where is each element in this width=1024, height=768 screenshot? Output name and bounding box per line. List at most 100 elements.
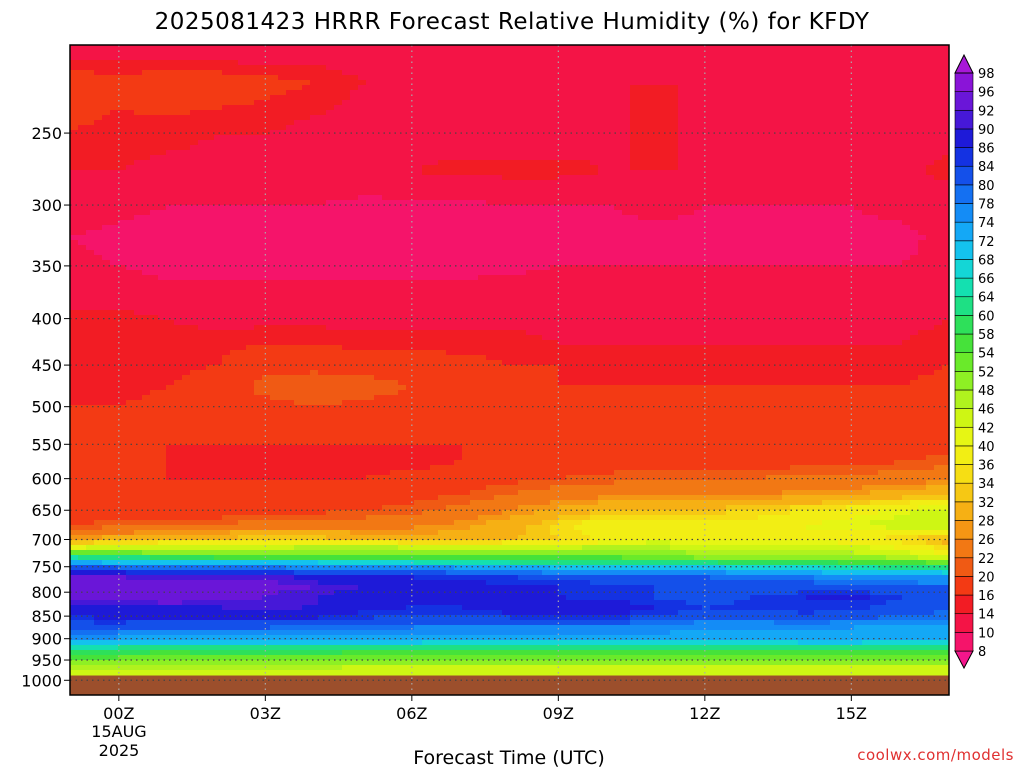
rh-cell [126,200,135,206]
rh-cell [766,120,775,126]
rh-cell [238,220,247,226]
rh-cell [606,85,615,91]
rh-cell [190,85,199,91]
rh-cell [422,265,431,271]
rh-cell [222,80,231,86]
rh-cell [782,170,791,176]
rh-cell [142,180,151,186]
rh-cell [502,235,511,241]
rh-cell [414,45,423,51]
rh-cell [694,265,703,271]
rh-cell [78,45,87,51]
rh-cell [646,55,655,61]
rh-cell [382,265,391,271]
rh-cell [494,185,503,191]
rh-cell [822,135,831,141]
rh-cell [630,150,639,156]
rh-cell [846,125,855,131]
rh-cell [894,110,903,116]
rh-cell [422,205,431,211]
rh-cell [886,245,895,251]
rh-cell [598,75,607,81]
rh-cell [110,245,119,251]
rh-cell [686,210,695,216]
rh-cell [686,170,695,176]
rh-cell [750,190,759,196]
rh-cell [126,190,135,196]
rh-cell [678,145,687,151]
rh-cell [206,205,215,211]
rh-cell [670,150,679,156]
rh-cell [158,265,167,271]
rh-cell [870,145,879,151]
rh-cell [718,245,727,251]
rh-cell [270,95,279,101]
rh-cell [158,125,167,131]
rh-cell [550,60,559,66]
rh-cell [806,140,815,146]
rh-cell [606,60,615,66]
rh-cell [846,65,855,71]
rh-cell [462,50,471,56]
rh-cell [358,85,367,91]
rh-cell [502,185,511,191]
rh-cell [174,170,183,176]
rh-cell [838,75,847,81]
rh-cell [326,50,335,56]
rh-cell [630,195,639,201]
rh-cell [926,145,935,151]
rh-cell [702,80,711,86]
rh-cell [142,190,151,196]
rh-cell [230,200,239,206]
rh-cell [638,230,647,236]
rh-cell [846,175,855,181]
rh-cell [286,75,295,81]
rh-cell [286,70,295,76]
rh-cell [742,160,751,166]
rh-cell [678,205,687,211]
rh-cell [870,75,879,81]
rh-cell [270,105,279,111]
rh-cell [118,190,127,196]
rh-cell [150,215,159,221]
rh-cell [438,145,447,151]
rh-cell [414,120,423,126]
rh-cell [446,145,455,151]
rh-cell [390,260,399,266]
rh-cell [630,80,639,86]
rh-cell [638,90,647,96]
rh-cell [206,135,215,141]
rh-cell [870,200,879,206]
rh-cell [342,245,351,251]
rh-cell [294,155,303,161]
rh-cell [286,220,295,226]
rh-cell [310,245,319,251]
rh-cell [254,90,263,96]
rh-cell [398,185,407,191]
rh-cell [630,90,639,96]
rh-cell [150,80,159,86]
rh-cell [230,160,239,166]
rh-cell [246,50,255,56]
rh-cell [350,235,359,241]
rh-cell [198,200,207,206]
rh-cell [102,160,111,166]
rh-cell [790,185,799,191]
rh-cell [662,245,671,251]
rh-cell [126,50,135,56]
rh-cell [398,270,407,276]
rh-cell [270,175,279,181]
rh-cell [830,190,839,196]
rh-cell [262,200,271,206]
rh-cell [734,55,743,61]
rh-cell [454,170,463,176]
rh-cell [414,115,423,121]
rh-cell [678,135,687,141]
rh-cell [318,115,327,121]
rh-cell [670,75,679,81]
rh-cell [590,260,599,266]
rh-cell [670,215,679,221]
rh-cell [382,175,391,181]
rh-cell [470,265,479,271]
rh-cell [566,110,575,116]
